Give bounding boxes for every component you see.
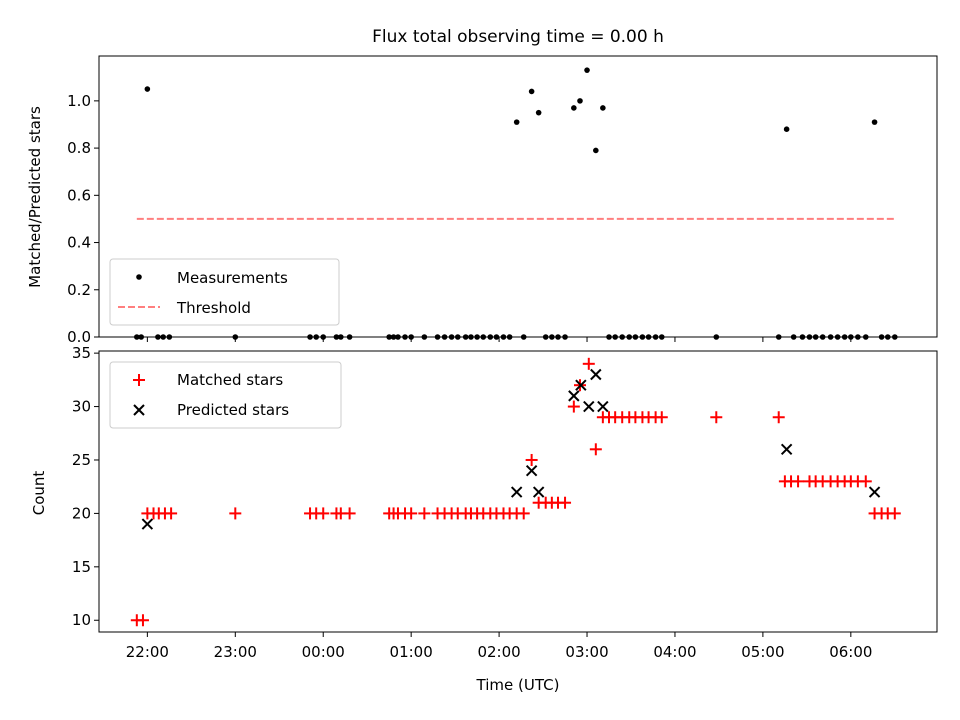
matched-stars-point (229, 507, 242, 520)
chart-title: Flux total observing time = 0.00 h (372, 27, 664, 47)
matched-stars-point (317, 507, 330, 520)
y-tick-label: 0.4 (67, 234, 91, 252)
legend-predicted-label: Predicted stars (177, 401, 289, 419)
x-tick-label: 23:00 (214, 643, 257, 661)
y-tick-label: 35 (72, 344, 91, 362)
predicted-stars-point (583, 400, 595, 413)
count-x-axis: 22:00 23:00 00:00 01:00 02:00 03:00 04:00 05:00… (126, 632, 872, 661)
y-tick-label: 30 (72, 398, 91, 416)
ratio-y-axis-label: Matched/Predicted stars (26, 106, 44, 288)
predicted-stars-point (590, 368, 602, 381)
matched-stars-point (405, 507, 418, 520)
predicted-stars-point (780, 443, 793, 456)
predicted-stars-point (597, 400, 609, 413)
x-tick-label: 06:00 (829, 643, 872, 661)
x-tick-label: 02:00 (477, 643, 520, 661)
legend-matched-marker (133, 374, 145, 386)
matched-stars-point (792, 475, 805, 488)
legend-matched-label: Matched stars (177, 371, 283, 389)
matched-stars-point (517, 507, 530, 520)
x-tick-label: 05:00 (741, 643, 784, 661)
matched-stars-point (859, 475, 872, 488)
predicted-stars-point (510, 486, 523, 498)
x-tick-label: 03:00 (565, 643, 608, 661)
y-tick-label: 0.2 (67, 281, 91, 299)
measurement-point (593, 147, 599, 154)
legend-threshold-label: Threshold (176, 299, 251, 317)
ratio-y-axis: 0.0 0.2 0.4 0.6 0.8 1.0 (67, 92, 99, 346)
predicted-stars-point (532, 486, 545, 498)
measurement-point (600, 105, 606, 111)
ratio-panel: 0.0 0.2 0.4 0.6 0.8 1.0 Matched/Predicted sta… (26, 55, 938, 346)
matched-stars-point (582, 357, 595, 370)
measurement-point (513, 119, 520, 125)
count-y-axis: 10 15 20 25 30 35 (72, 344, 99, 629)
matched-stars-point (165, 507, 178, 520)
matched-stars-point (343, 507, 356, 520)
measurement-point (783, 126, 790, 133)
count-panel-frame (98, 350, 938, 633)
measurement-point (528, 88, 535, 95)
matched-stars-point (567, 400, 580, 413)
count-marks (130, 357, 901, 627)
legend-measurements-marker (136, 274, 142, 280)
matched-stars-point (525, 453, 538, 466)
measurement-point (144, 86, 151, 92)
y-tick-label: 25 (72, 451, 91, 469)
measurement-point (584, 67, 590, 73)
measurement-point (577, 98, 583, 104)
x-tick-label: 01:00 (390, 643, 433, 661)
legend-predicted-marker (133, 404, 145, 416)
y-tick-label: 0.6 (67, 186, 91, 204)
matched-stars-point (589, 443, 602, 456)
matched-stars-point (136, 614, 149, 627)
legend-measurements-label: Measurements (177, 269, 288, 287)
matched-stars-point (655, 411, 668, 424)
x-axis-label: Time (UTC) (476, 676, 560, 694)
y-tick-label: 15 (72, 558, 91, 576)
count-y-axis-label: Count (30, 471, 48, 516)
count-panel: 10 15 20 25 30 35 22:00 23:00 00:00 01:00 02:00 03… (30, 344, 938, 694)
y-tick-label: 10 (72, 611, 91, 629)
ratio-legend-box (109, 258, 340, 326)
y-tick-label: 0.0 (67, 328, 91, 346)
matched-stars-point (418, 507, 431, 520)
predicted-stars-point (868, 486, 881, 498)
predicted-stars-point (568, 390, 580, 402)
y-tick-label: 0.8 (67, 139, 91, 157)
y-tick-label: 1.0 (67, 92, 91, 110)
y-tick-label: 20 (72, 504, 91, 522)
matched-stars-point (710, 411, 723, 424)
measurement-point (535, 109, 542, 116)
predicted-stars-point (141, 518, 154, 530)
matched-stars-point (559, 496, 572, 509)
measurement-point (871, 119, 878, 125)
predicted-stars-point (525, 464, 538, 477)
x-tick-label: 04:00 (653, 643, 696, 661)
count-legend: Matched stars Predicted stars (109, 361, 342, 429)
ratio-x-axis (146, 337, 852, 342)
matched-stars-point (772, 411, 785, 424)
predicted-stars-point (575, 379, 587, 391)
count-legend-box (109, 361, 342, 429)
ratio-panel-frame (98, 55, 938, 338)
matched-stars-point (888, 507, 901, 520)
x-tick-label: 22:00 (126, 643, 169, 661)
measurement-point (571, 105, 577, 111)
x-tick-label: 00:00 (302, 643, 345, 661)
ratio-legend: Measurements Threshold (109, 258, 340, 326)
